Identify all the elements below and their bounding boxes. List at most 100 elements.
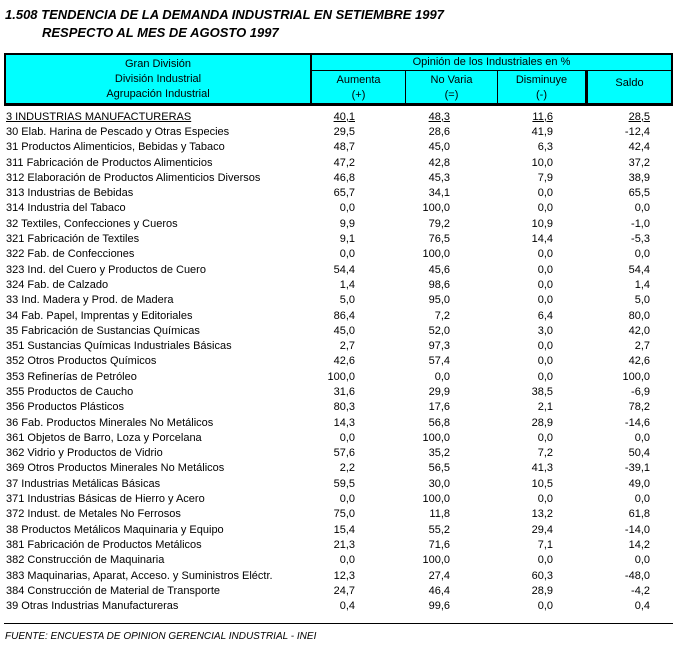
table-row: 312 Elaboración de Productos Alimenticio… (4, 170, 673, 185)
cell-value: 100,0 (422, 202, 450, 215)
row-label: 35 Fabricación de Sustancias Químicas (6, 324, 200, 337)
table-row: 356 Productos Plásticos 80,3 17,6 2,1 78,2 (4, 400, 673, 415)
cell-value: 45,0 (428, 141, 450, 154)
row-label: 33 Ind. Madera y Prod. de Madera (6, 294, 174, 307)
cell-value: 29,9 (428, 385, 450, 398)
header-right-section: Opinión de los Industriales en % Aumenta… (312, 55, 671, 103)
cell-value: 7,1 (537, 538, 553, 551)
cell-value: 28,5 (628, 110, 650, 123)
cell-value: 21,3 (333, 538, 355, 551)
header-agrupacion-industrial: Agrupación Industrial (106, 87, 210, 100)
cell-value: 0,4 (339, 600, 355, 613)
cell-value: 52,0 (428, 324, 450, 337)
cell-value: 0,0 (537, 340, 553, 353)
cell-value: 42,8 (428, 156, 450, 169)
row-label: 362 Vidrio y Productos de Vidrio (6, 447, 163, 460)
cell-value: 49,0 (628, 477, 650, 490)
cell-value: 0,0 (537, 202, 553, 215)
cell-value: 54,4 (628, 263, 650, 276)
row-label: 31 Productos Alimenticios, Bebidas y Tab… (6, 141, 225, 154)
row-label: 36 Fab. Productos Minerales No Metálicos (6, 416, 214, 429)
cell-value: 79,2 (428, 217, 450, 230)
cell-value: 7,2 (434, 309, 450, 322)
cell-value: 13,2 (531, 508, 553, 521)
cell-value: 65,5 (628, 187, 650, 200)
row-label: 383 Maquinarias, Aparat, Acceso. y Sumin… (6, 569, 273, 582)
table-row: 3 INDUSTRIAS MANUFACTURERAS 40,1 48,3 11,6 2… (4, 109, 673, 124)
cell-value: 7,2 (537, 447, 553, 460)
cell-value: 10,0 (531, 156, 553, 169)
table-row: 384 Construcción de Material de Transpor… (4, 583, 673, 598)
cell-value: 30,0 (428, 477, 450, 490)
row-label: 3 INDUSTRIAS MANUFACTURERAS (6, 110, 192, 123)
cell-value: -6,9 (631, 385, 650, 398)
cell-value: 9,9 (339, 217, 355, 230)
row-label: 381 Fabricación de Productos Metálicos (6, 538, 202, 551)
cell-value: 0,0 (339, 431, 355, 444)
row-label: 372 Indust. de Metales No Ferrosos (6, 508, 181, 521)
cell-value: -4,2 (631, 584, 650, 597)
cell-value: 56,5 (428, 462, 450, 475)
cell-value: 45,6 (428, 263, 450, 276)
table-row: 369 Otros Productos Minerales No Metálic… (4, 461, 673, 476)
cell-value: 27,4 (428, 569, 450, 582)
cell-value: 0,0 (537, 431, 553, 444)
cell-value: 46,8 (333, 171, 355, 184)
row-label: 351 Sustancias Químicas Industriales Bás… (6, 340, 232, 353)
cell-value: 61,8 (628, 508, 650, 521)
table-row: 32 Textiles, Confecciones y Cueros 9,9 79,… (4, 216, 673, 231)
cell-value: 9,1 (339, 233, 355, 246)
cell-value: 48,3 (428, 110, 450, 123)
cell-value: 41,9 (531, 125, 553, 138)
column-header-aumenta: Aumenta (+) (312, 71, 405, 103)
row-label: 322 Fab. de Confecciones (6, 248, 135, 261)
cell-value: 29,5 (333, 125, 355, 138)
table-row: 322 Fab. de Confecciones 0,0 100,0 0,0 0,0 (4, 247, 673, 262)
row-label: 369 Otros Productos Minerales No Metálic… (6, 462, 225, 475)
cell-value: 0,0 (634, 431, 650, 444)
cell-value: 11,8 (429, 508, 450, 521)
row-label: 311 Fabricación de Productos Alimenticio… (6, 156, 213, 169)
row-label: 324 Fab. de Calzado (6, 278, 109, 291)
table-row: 313 Industrias de Bebidas 65,7 34,1 0,0 65,5 (4, 185, 673, 200)
row-label: 355 Productos de Caucho (6, 385, 134, 398)
row-label: 314 Industria del Tabaco (6, 202, 126, 215)
cell-value: 0,0 (537, 355, 553, 368)
table-row: 314 Industria del Tabaco 0,0 100,0 0,0 0,0 (4, 201, 673, 216)
cell-value: 10,5 (531, 477, 553, 490)
cell-value: 34,1 (428, 187, 450, 200)
cell-value: 0,0 (537, 600, 553, 613)
cell-value: 0,0 (634, 493, 650, 506)
column-header-no-varia: No Varia (=) (405, 71, 497, 103)
cell-value: 31,6 (333, 385, 355, 398)
row-label: 39 Otras Industrias Manufactureras (6, 600, 179, 613)
table-row: 34 Fab. Papel, Imprentas y Editoriales 86… (4, 308, 673, 323)
row-label: 371 Industrias Básicas de Hierro y Acero (6, 493, 205, 506)
cell-value: 2,1 (537, 401, 553, 414)
cell-value: 0,0 (634, 248, 650, 261)
cell-value: 28,6 (428, 125, 450, 138)
table-row: 31 Productos Alimenticios, Bebidas y Tab… (4, 140, 673, 155)
cell-value: 14,3 (333, 416, 355, 429)
table-row: 353 Refinerías de Petróleo 100,0 0,0 0,0 100… (4, 369, 673, 384)
cell-value: -14,6 (624, 416, 650, 429)
header-gran-division: Gran División (124, 58, 192, 71)
table-row: 37 Industrias Metálicas Básicas 59,5 30,0 1… (4, 476, 673, 491)
row-label: 38 Productos Metálicos Maquinaria y Equi… (6, 523, 224, 536)
row-label: 356 Productos Plásticos (6, 401, 125, 414)
row-label: 382 Construcción de Maquinaria (6, 554, 165, 567)
cell-value: 42,6 (628, 355, 650, 368)
cell-value: 0,0 (537, 370, 553, 383)
cell-value: 0,0 (537, 554, 553, 567)
row-label: 30 Elab. Harina de Pescado y Otras Espec… (6, 125, 230, 138)
source-note: FUENTE: ENCUESTA DE OPINION GERENCIAL IN… (5, 630, 317, 642)
cell-value: 86,4 (333, 309, 355, 322)
industrial-demand-table: Gran División División Industrial Agrupa… (4, 53, 673, 614)
table-row: 30 Elab. Harina de Pescado y Otras Espec… (4, 124, 673, 139)
cell-value: 78,2 (628, 401, 650, 414)
table-row: 371 Industrias Básicas de Hierro y Acero… (4, 491, 673, 506)
cell-value: 38,9 (628, 171, 650, 184)
cell-value: 2,2 (339, 462, 355, 475)
cell-value: -1,0 (631, 217, 650, 230)
cell-value: 100,0 (422, 493, 450, 506)
